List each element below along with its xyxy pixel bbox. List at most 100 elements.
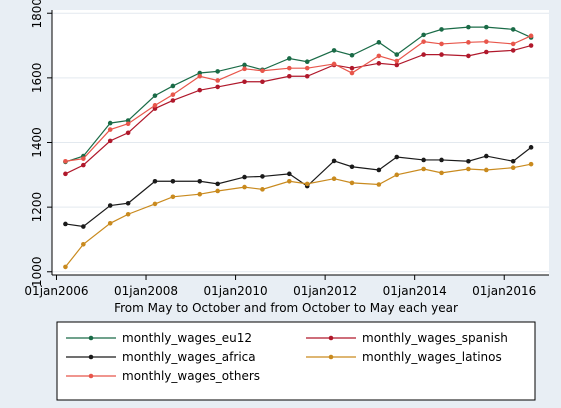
data-point [376,40,382,45]
data-point [421,39,426,44]
data-point [484,49,489,55]
series-line [65,35,532,162]
x-tick-label: 01jan2012 [293,284,357,298]
data-point [421,32,426,38]
y-tick-label: 1200 [30,192,44,223]
x-axis-title: From May to October and from October to … [114,301,458,315]
data-point [331,61,337,67]
data-point [242,79,247,85]
data-point [125,211,131,217]
data-point [376,182,382,187]
data-point [439,170,444,176]
data-point [394,172,400,178]
data-point [197,178,203,184]
data-point [260,174,265,179]
grid [52,12,549,273]
data-point [466,53,471,59]
data-point [376,167,382,173]
data-point [528,33,534,39]
series-line [65,26,532,163]
data-point [260,68,265,74]
legend-swatch-marker [88,335,94,341]
data-point [170,83,176,89]
data-point [63,171,68,177]
legend-swatch-marker [328,335,334,341]
data-point [376,53,382,59]
data-point [260,79,265,85]
legend: monthly_wages_eu12 monthly_wages_spanishm… [66,331,508,383]
data-point [287,56,292,61]
data-point [81,162,86,168]
data-point [484,24,489,30]
data-point [304,181,310,187]
data-point [510,158,516,164]
data-point [421,166,426,172]
data-point [349,65,355,71]
data-point [107,220,113,226]
data-point [304,65,310,71]
data-point [376,61,382,66]
data-point [287,65,292,71]
legend-label: monthly_wages_eu12 [122,331,252,345]
series-line [64,163,532,268]
legend-swatch-marker [88,373,94,379]
x-tick-label: 01jan2010 [204,284,268,298]
data-point [197,73,203,79]
legend-item: monthly_wages_others [66,369,260,383]
legend-box [56,321,536,401]
data-point [439,27,444,32]
x-tick-label: 01jan2006 [24,284,88,298]
data-point [260,187,265,192]
data-point [394,154,400,160]
data-point [421,157,426,163]
data-point [510,27,516,32]
data-point [170,194,176,200]
data-point [125,130,131,136]
data-point [466,24,471,30]
data-point [170,92,176,97]
data-point [466,40,471,45]
data-point [528,43,534,48]
data-point [349,164,355,170]
data-point [125,118,131,123]
series-line [65,146,532,228]
x-tick-label: 01jan2016 [472,284,536,298]
data-point [81,156,86,161]
legend-item: monthly_wages_eu12 [66,331,252,345]
legend-item: monthly_wages_africa [66,350,256,364]
data-point [197,191,203,197]
series-monthly_wages_spanish [63,43,534,177]
legend-swatch-marker [328,354,334,360]
data-point [528,145,534,150]
data-point [215,78,220,83]
data-point [197,70,203,76]
series-monthly_wages_others [63,33,534,164]
data-point [107,138,113,144]
data-point [484,153,489,159]
data-point [152,93,158,98]
data-point [466,166,471,172]
x-tick-label: 01jan2014 [383,284,447,298]
series-line [65,44,532,175]
data-point [107,120,113,126]
data-point [170,178,176,184]
data-point [421,52,426,57]
data-point [107,203,113,208]
data-point [394,58,400,64]
data-point [125,200,131,206]
data-point [394,62,400,68]
y-tick-label: 1000 [30,256,44,287]
data-point [349,52,355,58]
data-point [107,127,113,132]
data-point [394,52,400,57]
data-point [304,73,310,79]
data-point [63,264,68,270]
series-layer [63,24,534,270]
legend-label: monthly_wages_others [122,369,260,383]
data-point [510,48,516,53]
y-tick-label: 1600 [30,63,44,94]
data-point [287,73,292,79]
data-point [197,87,203,93]
